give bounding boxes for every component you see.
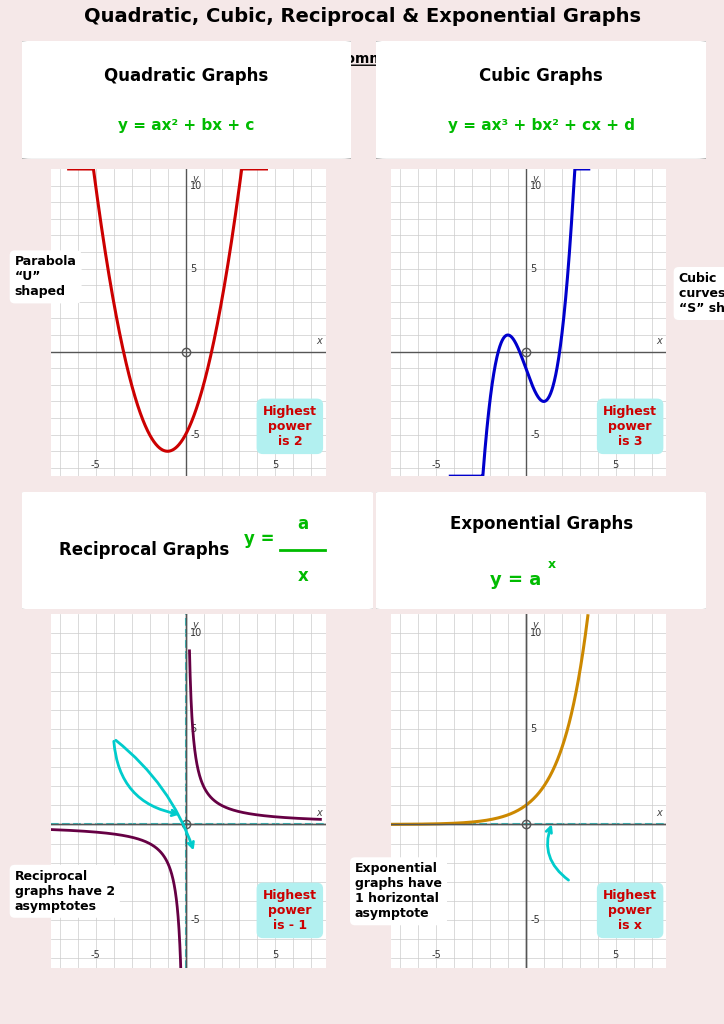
Text: y = ax³ + bx² + cx + d: y = ax³ + bx² + cx + d: [447, 118, 635, 133]
Text: 5: 5: [190, 724, 196, 734]
Text: -5: -5: [530, 430, 540, 439]
Text: x: x: [548, 558, 556, 571]
Text: x: x: [316, 336, 322, 346]
Text: y: y: [192, 621, 198, 630]
FancyBboxPatch shape: [370, 40, 712, 160]
Text: -5: -5: [190, 430, 200, 439]
Text: Reciprocal
graphs have 2
asymptotes: Reciprocal graphs have 2 asymptotes: [14, 869, 115, 912]
FancyBboxPatch shape: [15, 40, 358, 160]
Text: a: a: [297, 515, 308, 534]
Text: www.cazoommaths.com: www.cazoommaths.com: [268, 51, 456, 66]
Text: 10: 10: [190, 180, 202, 190]
Text: -5: -5: [431, 460, 441, 470]
Text: -5: -5: [431, 950, 441, 961]
Text: -5: -5: [90, 950, 101, 961]
Text: 5: 5: [272, 460, 279, 470]
Text: y: y: [532, 174, 538, 184]
Text: Highest
power
is 2: Highest power is 2: [263, 404, 317, 447]
Text: Quadratic Graphs: Quadratic Graphs: [104, 68, 269, 85]
Text: -5: -5: [530, 914, 540, 925]
Text: y: y: [532, 621, 538, 630]
Text: x: x: [298, 567, 308, 586]
Text: x: x: [316, 808, 322, 818]
Text: Quadratic, Cubic, Reciprocal & Exponential Graphs: Quadratic, Cubic, Reciprocal & Exponenti…: [83, 7, 641, 27]
Text: Exponential Graphs: Exponential Graphs: [450, 515, 633, 534]
Text: 5: 5: [613, 460, 619, 470]
Text: -5: -5: [190, 914, 200, 925]
Text: Highest
power
is - 1: Highest power is - 1: [263, 889, 317, 932]
Text: 5: 5: [530, 724, 536, 734]
Text: y: y: [192, 174, 198, 184]
Text: 5: 5: [190, 263, 196, 273]
FancyBboxPatch shape: [370, 490, 712, 610]
Text: 5: 5: [613, 950, 619, 961]
Text: 10: 10: [530, 180, 542, 190]
Text: Highest
power
is x: Highest power is x: [603, 889, 657, 932]
Text: Highest
power
is 3: Highest power is 3: [603, 404, 657, 447]
Text: 5: 5: [272, 950, 279, 961]
Text: -5: -5: [90, 460, 101, 470]
Text: 10: 10: [190, 629, 202, 639]
Text: Exponential
graphs have
1 horizontal
asymptote: Exponential graphs have 1 horizontal asy…: [355, 862, 442, 921]
Text: Parabola
“U”
shaped: Parabola “U” shaped: [14, 255, 77, 298]
Text: y =: y =: [244, 529, 274, 548]
Text: Cubic
curves are
“S” shaped: Cubic curves are “S” shaped: [678, 272, 724, 315]
Text: x: x: [657, 336, 662, 346]
Text: 5: 5: [530, 263, 536, 273]
Text: x: x: [657, 808, 662, 818]
Text: y = ax² + bx + c: y = ax² + bx + c: [118, 118, 255, 133]
Text: Reciprocal Graphs: Reciprocal Graphs: [59, 542, 230, 559]
Text: 10: 10: [530, 629, 542, 639]
Text: y = a: y = a: [490, 570, 542, 589]
Text: Cubic Graphs: Cubic Graphs: [479, 68, 603, 85]
FancyBboxPatch shape: [14, 490, 380, 610]
